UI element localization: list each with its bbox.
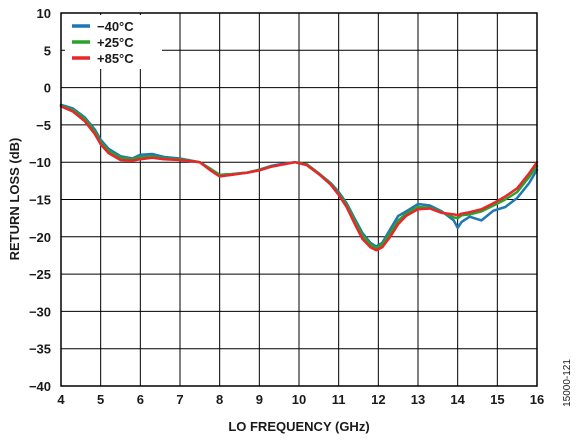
x-tick-label: 7 xyxy=(176,392,183,407)
x-tick-label: 8 xyxy=(216,392,223,407)
y-tick-label: −40 xyxy=(29,379,51,394)
y-tick-label: 0 xyxy=(44,81,51,96)
legend-entry-label: −40°C xyxy=(97,19,134,34)
x-tick-label: 11 xyxy=(332,392,346,407)
x-tick-label: 16 xyxy=(530,392,544,407)
x-tick-label: 9 xyxy=(256,392,263,407)
x-tick-labels: 4 5 6 7 8 9 10 11 12 13 14 15 16 xyxy=(57,392,544,407)
chart-series xyxy=(59,103,539,252)
y-axis-label: RETURN LOSS (dB) xyxy=(7,138,22,261)
y-tick-label: 5 xyxy=(44,43,51,58)
y-tick-label: −5 xyxy=(36,118,51,133)
x-tick-label: 13 xyxy=(411,392,425,407)
x-tick-label: 4 xyxy=(57,392,65,407)
x-axis-label: LO FREQUENCY (GHz) xyxy=(228,419,369,434)
legend-entry-label: +25°C xyxy=(97,35,134,50)
y-tick-label: −20 xyxy=(29,230,51,245)
series-line xyxy=(59,105,539,252)
x-tick-label: 14 xyxy=(450,392,465,407)
y-tick-label: −10 xyxy=(29,155,51,170)
x-tick-label: 6 xyxy=(137,392,144,407)
y-tick-label: 10 xyxy=(37,6,51,21)
y-tick-label: −35 xyxy=(29,342,51,357)
x-tick-label: 10 xyxy=(292,392,306,407)
figure-id: 15000-121 xyxy=(562,359,573,407)
x-tick-label: 15 xyxy=(490,392,504,407)
legend-entry-label: +85°C xyxy=(97,51,134,66)
x-tick-label: 5 xyxy=(97,392,104,407)
plot-frame xyxy=(60,12,538,387)
y-tick-label: −15 xyxy=(29,193,51,208)
legend: −40°C+25°C+85°C xyxy=(65,15,162,69)
y-tick-labels: 10 5 0 −5 −10 −15 −20 −25 −30 −35 −40 xyxy=(29,6,51,394)
y-tick-label: −30 xyxy=(29,304,51,319)
x-tick-label: 12 xyxy=(371,392,385,407)
y-tick-label: −25 xyxy=(29,267,51,282)
